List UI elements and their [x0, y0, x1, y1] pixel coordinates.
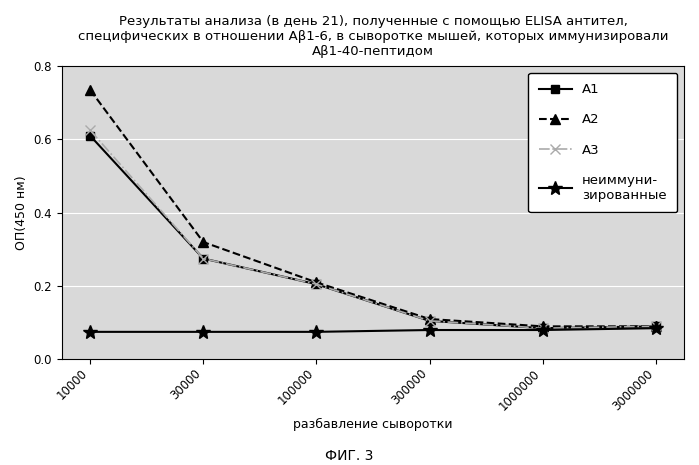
Legend: А1, А2, А3, неиммуни-
зированные: А1, А2, А3, неиммуни- зированные — [528, 73, 677, 213]
Text: ФИГ. 3: ФИГ. 3 — [325, 449, 374, 463]
X-axis label: разбавление сыворотки: разбавление сыворотки — [293, 418, 453, 432]
неиммуни-
зированные — [425, 327, 433, 333]
Line: А3: А3 — [85, 126, 661, 333]
А1 — [312, 281, 321, 287]
неиммуни-
зированные — [86, 329, 94, 335]
А2 — [651, 324, 660, 329]
Line: неиммуни-
зированные: неиммуни- зированные — [83, 321, 663, 339]
А3 — [86, 127, 94, 133]
неиммуни-
зированные — [651, 326, 660, 331]
неиммуни-
зированные — [538, 327, 547, 333]
Y-axis label: ОП(450 нм): ОП(450 нм) — [15, 175, 28, 250]
неиммуни-
зированные — [312, 329, 321, 335]
А2 — [199, 239, 208, 245]
А2 — [86, 87, 94, 93]
А3 — [312, 281, 321, 287]
А3 — [199, 256, 208, 261]
А2 — [312, 279, 321, 285]
А1 — [651, 324, 660, 329]
А1 — [538, 326, 547, 331]
неиммуни-
зированные — [199, 329, 208, 335]
А3 — [651, 324, 660, 329]
А3 — [425, 318, 433, 324]
Line: А2: А2 — [85, 85, 661, 331]
А1 — [199, 256, 208, 261]
А2 — [538, 324, 547, 329]
А2 — [425, 316, 433, 322]
Title: Результаты анализа (в день 21), полученные с помощью ELISA антител,
специфически: Результаты анализа (в день 21), полученн… — [78, 15, 668, 58]
А1 — [86, 133, 94, 139]
А3 — [538, 326, 547, 331]
А1 — [425, 318, 433, 324]
Line: А1: А1 — [86, 132, 660, 332]
